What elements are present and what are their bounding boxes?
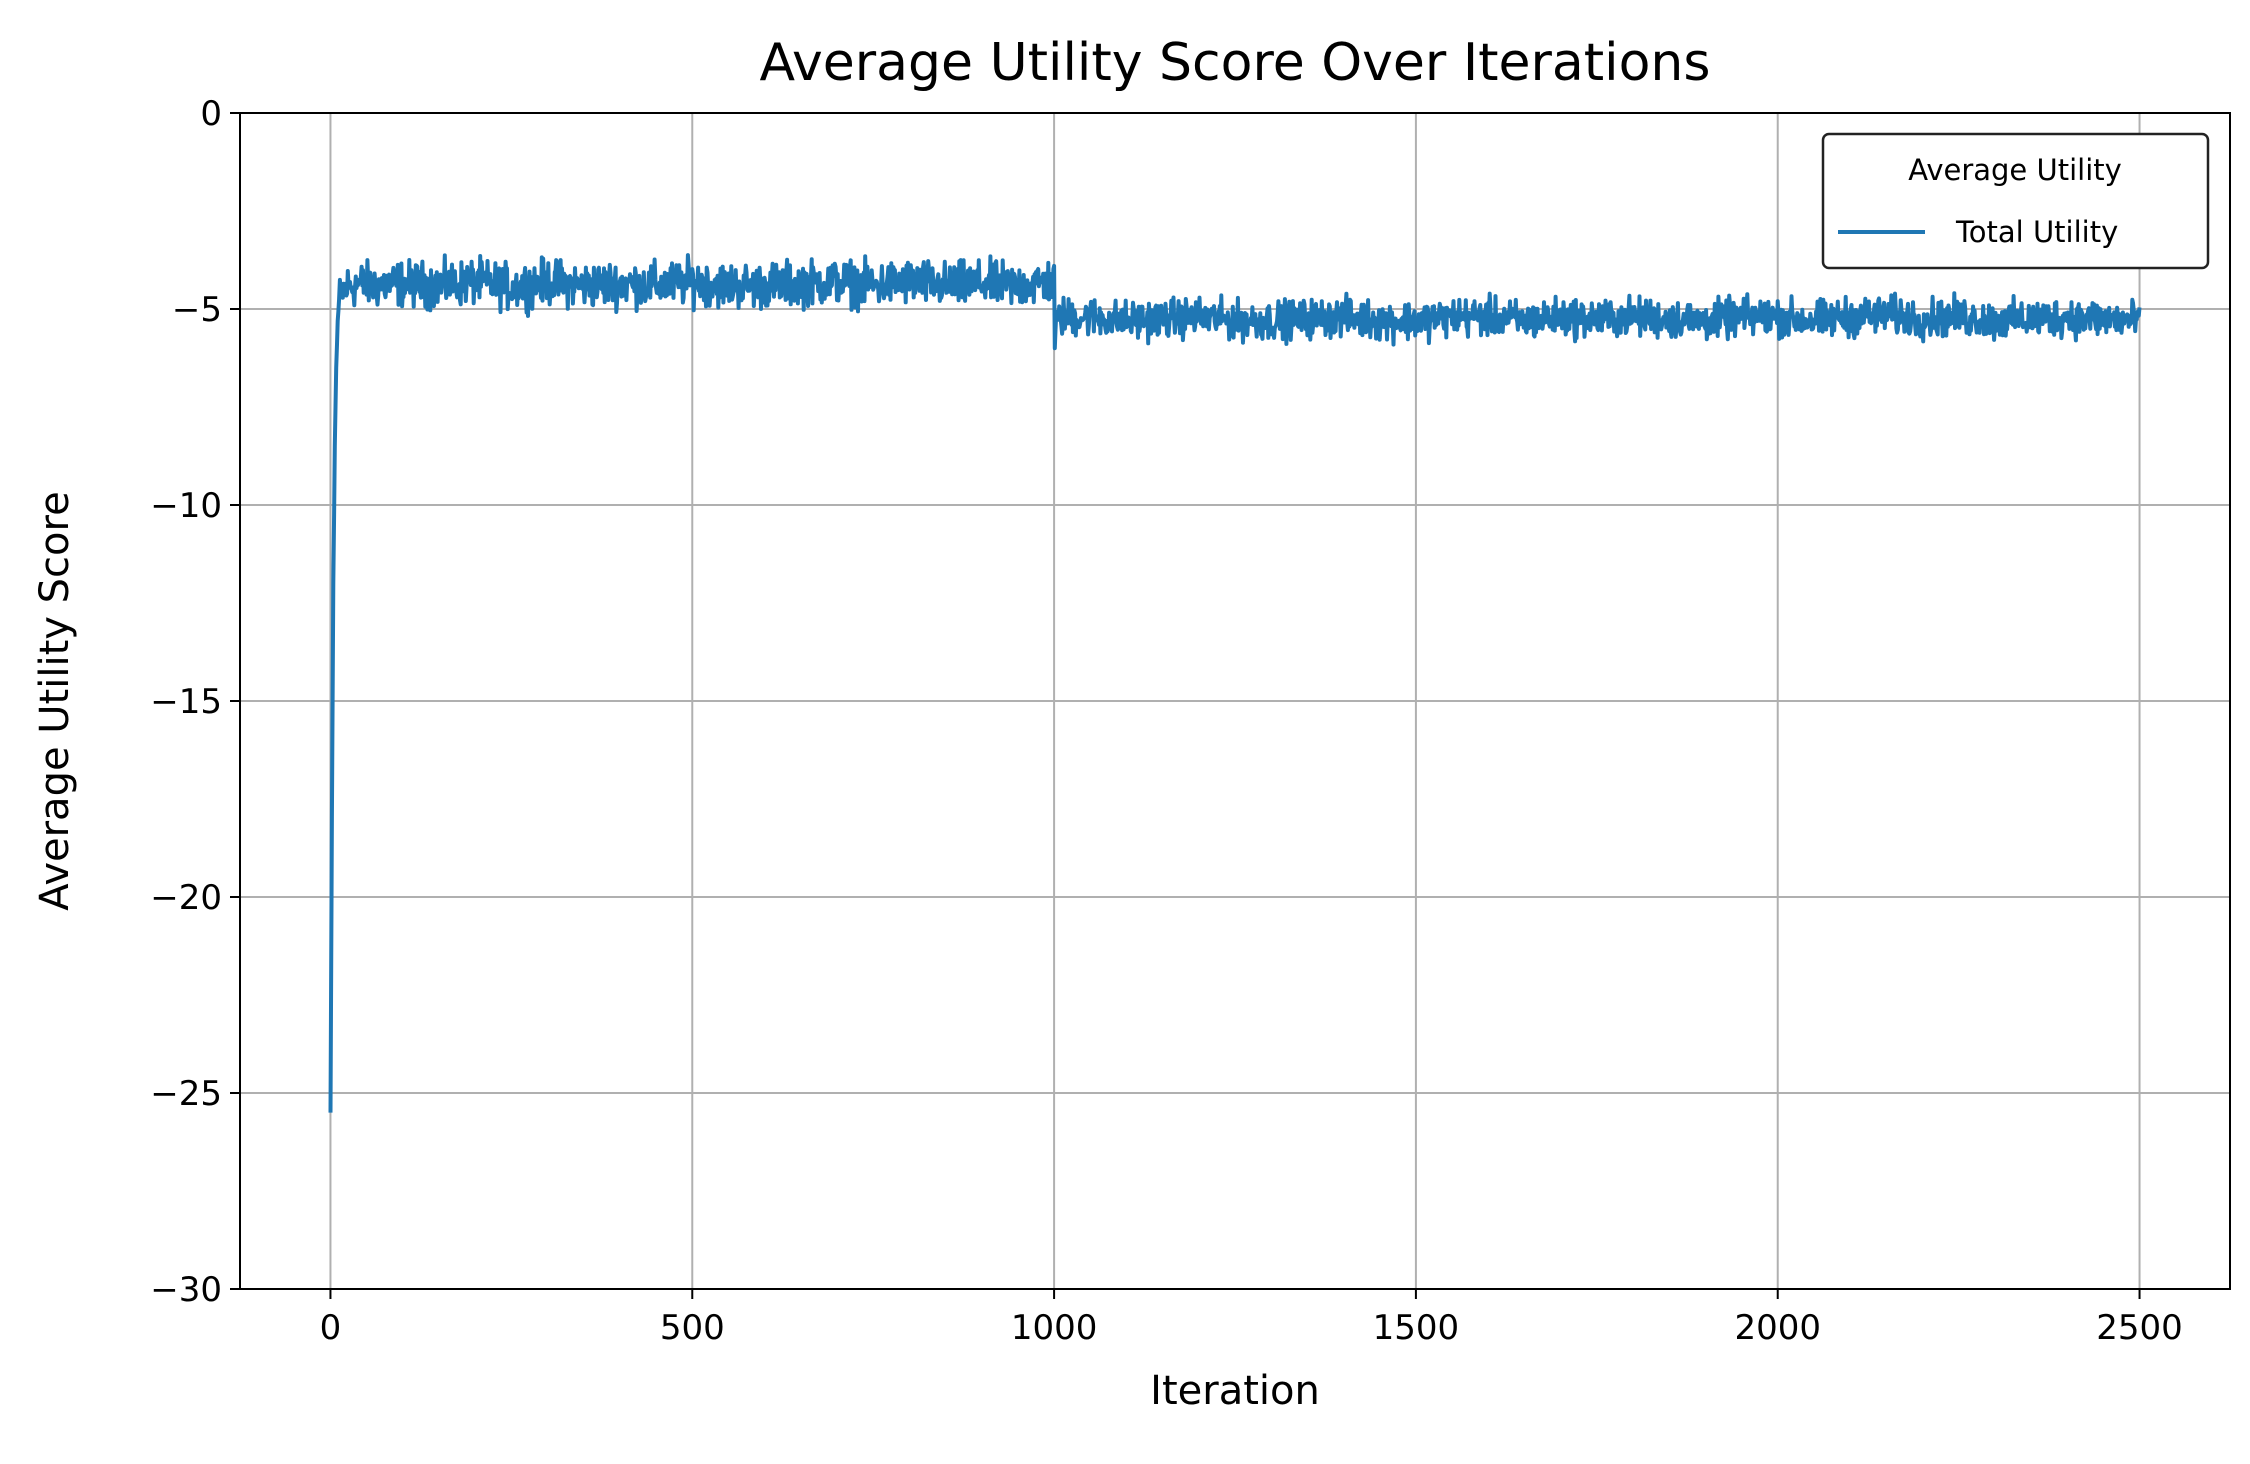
legend-title: Average Utility [1908, 153, 2122, 187]
tick-layer: 0 500 1000 1500 2000 2500 0 −5 −10 −15 −20 −25 −30 [150, 94, 2183, 1348]
y-tick-label: −5 [172, 290, 222, 330]
y-tick-label: −10 [150, 486, 222, 526]
series-line-total-utility [328, 253, 2142, 1113]
x-tick-label: 1500 [1373, 1308, 1460, 1348]
x-tick-label: 2000 [1734, 1308, 1821, 1348]
legend-box [1821, 132, 2210, 270]
y-tick-label: −15 [150, 682, 222, 722]
y-tick-label: −20 [150, 878, 222, 918]
y-tick-label: −30 [150, 1270, 222, 1310]
series-layer [328, 253, 2142, 1113]
y-axis-label: Average Utility Score [32, 491, 78, 910]
legend-label-total-utility: Total Utility [1955, 215, 2118, 249]
x-tick-label: 0 [320, 1308, 342, 1348]
x-tick-label: 2500 [2096, 1308, 2183, 1348]
y-tick-label: 0 [200, 94, 222, 134]
chart-title: Average Utility Score Over Iterations [760, 33, 1711, 93]
x-tick-label: 500 [660, 1308, 725, 1348]
x-tick-label: 1000 [1011, 1308, 1098, 1348]
legend: Average Utility Total Utility [1821, 132, 2210, 270]
x-axis-label: Iteration [1150, 1368, 1320, 1414]
y-tick-label: −25 [150, 1074, 222, 1114]
